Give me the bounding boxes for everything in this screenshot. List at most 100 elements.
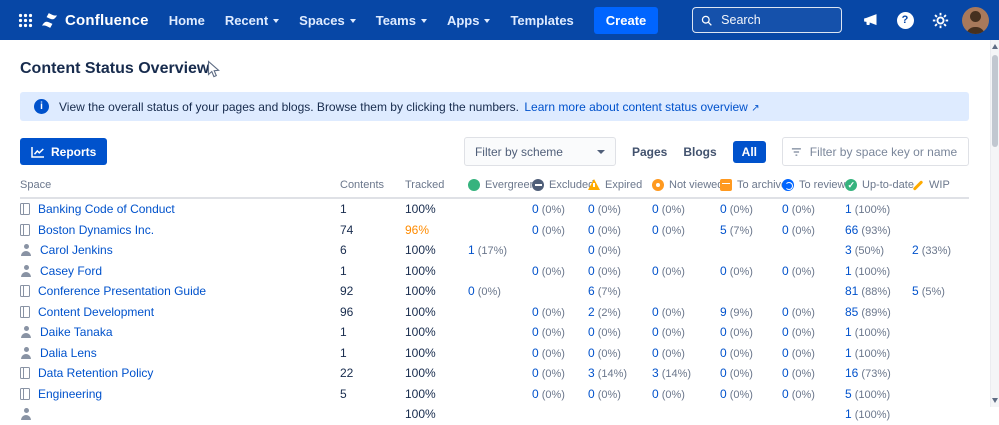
status-count-link[interactable]: 0 xyxy=(782,304,789,319)
status-count-link[interactable]: 0 xyxy=(782,366,789,381)
status-count-link[interactable]: 5 xyxy=(912,284,919,299)
status-count-link[interactable]: 1 xyxy=(845,202,852,217)
status-count-link[interactable]: 0 xyxy=(720,325,727,340)
scroll-up-arrow-icon[interactable] xyxy=(992,44,998,49)
status-count-link[interactable]: 2 xyxy=(588,304,595,319)
status-count-link[interactable]: 2 xyxy=(912,243,919,258)
status-count-link[interactable]: 0 xyxy=(532,366,539,381)
status-count-link[interactable]: 0 xyxy=(532,325,539,340)
space-cell: Boston Dynamics Inc. xyxy=(20,223,340,237)
nav-item-home[interactable]: Home xyxy=(159,7,215,34)
status-count-link[interactable]: 5 xyxy=(845,386,852,401)
nav-item-apps[interactable]: Apps xyxy=(437,7,501,34)
status-count-link[interactable]: 0 xyxy=(652,304,659,319)
space-link[interactable]: Carol Jenkins xyxy=(40,243,113,258)
status-count-link[interactable]: 0 xyxy=(652,222,659,237)
status-count-link[interactable]: 0 xyxy=(782,202,789,217)
status-count-link[interactable]: 1 xyxy=(845,345,852,360)
scheme-filter-select[interactable]: Filter by scheme xyxy=(463,137,616,166)
space-link[interactable]: Casey Ford xyxy=(40,263,103,278)
status-count-link[interactable]: 3 xyxy=(652,366,659,381)
status-count-link[interactable]: 0 xyxy=(588,243,595,258)
status-count-link[interactable]: 1 xyxy=(845,407,852,422)
status-count-link[interactable]: 0 xyxy=(532,222,539,237)
status-count-link[interactable]: 0 xyxy=(588,222,595,237)
status-count-link[interactable]: 0 xyxy=(532,263,539,278)
status-percentage: (5%) xyxy=(918,286,945,299)
reports-button[interactable]: Reports xyxy=(20,138,108,165)
nav-item-spaces[interactable]: Spaces xyxy=(289,7,366,34)
status-count-link[interactable]: 0 xyxy=(532,202,539,217)
space-link[interactable]: Conference Presentation Guide xyxy=(38,284,207,299)
status-percentage: (9%) xyxy=(726,306,753,319)
status-count-link[interactable]: 1 xyxy=(845,263,852,278)
status-count-link[interactable]: 0 xyxy=(468,284,475,299)
confluence-logo[interactable]: Confluence xyxy=(40,11,149,30)
help-button[interactable]: ? xyxy=(892,7,918,33)
status-cell: 0 (0%) xyxy=(532,223,588,237)
nav-item-templates[interactable]: Templates xyxy=(500,7,583,34)
status-count-link[interactable]: 0 xyxy=(588,263,595,278)
status-count-link[interactable]: 0 xyxy=(782,325,789,340)
user-avatar[interactable] xyxy=(962,6,989,34)
vertical-scrollbar[interactable] xyxy=(990,40,999,407)
space-link[interactable]: Engineering xyxy=(38,386,103,401)
space-filter-input[interactable] xyxy=(807,143,960,160)
scrollbar-thumb[interactable] xyxy=(992,55,998,147)
status-count-link[interactable]: 0 xyxy=(720,386,727,401)
status-count-link[interactable]: 0 xyxy=(588,386,595,401)
status-count-link[interactable]: 0 xyxy=(588,202,595,217)
space-link[interactable]: Banking Code of Conduct xyxy=(38,202,175,217)
filter-all-button[interactable]: All xyxy=(732,140,766,163)
status-count-link[interactable]: 0 xyxy=(720,202,727,217)
learn-more-link[interactable]: Learn more about content status overview xyxy=(524,99,748,114)
space-link[interactable]: Boston Dynamics Inc. xyxy=(38,222,155,237)
app-switcher-button[interactable] xyxy=(12,7,38,33)
space-link[interactable]: Daike Tanaka xyxy=(40,325,113,340)
status-count-link[interactable]: 1 xyxy=(468,243,475,258)
status-count-link[interactable]: 0 xyxy=(720,263,727,278)
status-count-link[interactable]: 9 xyxy=(720,304,727,319)
status-count-link[interactable]: 1 xyxy=(845,325,852,340)
filter-pages-button[interactable]: Pages xyxy=(631,144,668,159)
status-cell: 0 (0%) xyxy=(588,223,652,237)
tracked-value: 100% xyxy=(405,386,436,401)
status-count-link[interactable]: 5 xyxy=(720,222,727,237)
space-link[interactable]: Content Development xyxy=(38,304,155,319)
status-count-link[interactable]: 0 xyxy=(782,263,789,278)
status-count-link[interactable]: 0 xyxy=(720,345,727,360)
filter-blogs-button[interactable]: Blogs xyxy=(683,144,717,159)
space-link[interactable]: Dalia Lens xyxy=(40,345,97,360)
create-button[interactable]: Create xyxy=(593,6,659,34)
announcements-button[interactable] xyxy=(857,7,883,33)
nav-item-recent[interactable]: Recent xyxy=(215,7,289,34)
status-count-link[interactable]: 0 xyxy=(782,386,789,401)
scroll-down-arrow-icon[interactable] xyxy=(992,398,998,403)
status-count-link[interactable]: 85 xyxy=(845,304,859,319)
nav-item-teams[interactable]: Teams xyxy=(366,7,437,34)
status-count-link[interactable]: 0 xyxy=(782,345,789,360)
space-filter-box[interactable] xyxy=(782,137,969,166)
status-count-link[interactable]: 3 xyxy=(845,243,852,258)
status-count-link[interactable]: 0 xyxy=(588,345,595,360)
status-count-link[interactable]: 0 xyxy=(588,325,595,340)
status-count-link[interactable]: 3 xyxy=(588,366,595,381)
status-count-link[interactable]: 0 xyxy=(532,304,539,319)
status-count-link[interactable]: 0 xyxy=(652,386,659,401)
status-count-link[interactable]: 0 xyxy=(782,222,789,237)
settings-button[interactable] xyxy=(927,7,953,33)
status-count-link[interactable]: 6 xyxy=(588,284,595,299)
search-box[interactable] xyxy=(692,7,842,33)
search-input[interactable] xyxy=(719,12,833,28)
status-count-link[interactable]: 66 xyxy=(845,222,859,237)
status-count-link[interactable]: 0 xyxy=(532,345,539,360)
status-count-link[interactable]: 81 xyxy=(845,284,859,299)
status-count-link[interactable]: 0 xyxy=(532,386,539,401)
status-count-link[interactable]: 0 xyxy=(652,263,659,278)
status-count-link[interactable]: 0 xyxy=(652,202,659,217)
status-count-link[interactable]: 16 xyxy=(845,366,859,381)
status-count-link[interactable]: 0 xyxy=(720,366,727,381)
space-link[interactable]: Data Retention Policy xyxy=(38,366,154,381)
status-count-link[interactable]: 0 xyxy=(652,345,659,360)
status-count-link[interactable]: 0 xyxy=(652,325,659,340)
